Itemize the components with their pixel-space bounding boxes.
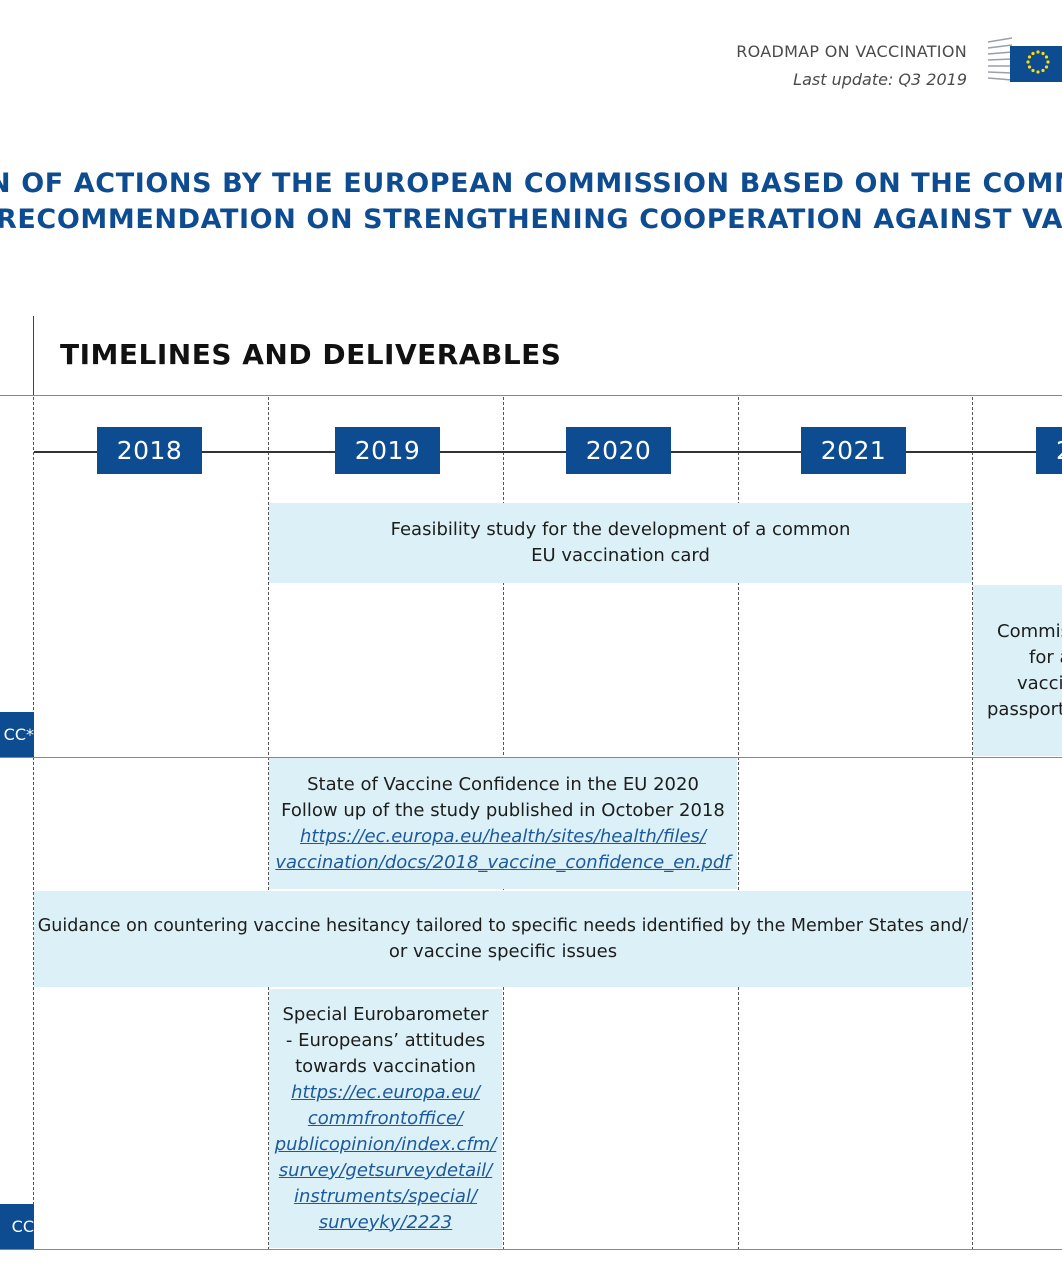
year-label-2019: 2019 bbox=[335, 427, 440, 474]
deliverable-text: towards vaccination bbox=[295, 1055, 476, 1077]
section-title: TIMELINES AND DELIVERABLES bbox=[60, 338, 562, 371]
row-divider bbox=[0, 757, 1062, 758]
deliverable-text: passport bbox=[987, 698, 1062, 720]
main-title: N OF ACTIONS BY THE EUROPEAN COMMISSION … bbox=[0, 166, 1062, 238]
eurobarometer-link[interactable]: surveyky/2223 bbox=[318, 1211, 453, 1233]
column-divider bbox=[268, 397, 269, 1250]
eurobarometer-link[interactable]: commfrontoffice/ bbox=[307, 1107, 464, 1129]
timeline-axis bbox=[34, 451, 1062, 453]
year-label-2018: 2018 bbox=[97, 427, 202, 474]
year-label-2021: 2021 bbox=[801, 427, 906, 474]
deliverable-text: Feasibility study for the development of… bbox=[390, 519, 851, 540]
document-header-title: ROADMAP ON VACCINATION bbox=[736, 42, 967, 61]
deliverable-text: EU vaccination card bbox=[531, 545, 710, 566]
deliverable-text: or vaccine specific issues bbox=[388, 941, 618, 962]
column-divider bbox=[33, 397, 34, 1250]
column-divider bbox=[972, 397, 973, 1250]
year-label-2020: 2020 bbox=[566, 427, 671, 474]
section-divider bbox=[33, 316, 34, 396]
eurobarometer-link[interactable]: instruments/special/ bbox=[293, 1185, 478, 1207]
deliverable-text: Guidance on countering vaccine hesitancy… bbox=[37, 916, 969, 936]
deliverable-text: vacci bbox=[1017, 672, 1062, 694]
deliverable-feasibility-study: Feasibility study for the development of… bbox=[269, 503, 972, 583]
column-divider bbox=[738, 397, 739, 1250]
deliverable-text: Follow up of the study published in Octo… bbox=[281, 799, 725, 821]
deliverable-guidance-hesitancy: Guidance on countering vaccine hesitancy… bbox=[34, 891, 972, 987]
section-top-rule bbox=[0, 395, 1062, 396]
deliverable-special-eurobarometer: Special Eurobarometer - Europeans’ attit… bbox=[269, 989, 502, 1248]
deliverable-text: State of Vaccine Confidence in the EU 20… bbox=[307, 773, 699, 795]
last-update-label: Last update: Q3 2019 bbox=[793, 70, 967, 89]
year-label-2022: 2 bbox=[1036, 427, 1062, 474]
eurobarometer-link[interactable]: publicopinion/index.cfm/ bbox=[274, 1133, 497, 1155]
vaccine-confidence-link[interactable]: https://ec.europa.eu/health/sites/health… bbox=[299, 825, 707, 847]
deliverable-text: for a bbox=[1029, 646, 1062, 668]
side-tag: CC bbox=[0, 1204, 34, 1250]
deliverable-text: - Europeans’ attitudes bbox=[285, 1029, 486, 1051]
deliverable-text: Commis bbox=[997, 620, 1062, 642]
main-title-line-2: RECOMMENDATION ON STRENGTHENING COOPERAT… bbox=[0, 204, 1062, 235]
eurobarometer-link[interactable]: https://ec.europa.eu/ bbox=[291, 1081, 480, 1103]
row-divider bbox=[0, 1249, 1062, 1250]
side-tag: CC* bbox=[0, 712, 34, 758]
vaccine-confidence-link[interactable]: vaccination/docs/2018_vaccine_confidence… bbox=[275, 851, 731, 873]
european-commission-logo-icon bbox=[986, 28, 1062, 88]
deliverable-commission-passport: Commis for a vacci passport bbox=[973, 585, 1062, 756]
eurobarometer-link[interactable]: survey/getsurveydetail/ bbox=[278, 1159, 493, 1181]
deliverable-vaccine-confidence: State of Vaccine Confidence in the EU 20… bbox=[269, 758, 737, 889]
deliverable-text: Special Eurobarometer bbox=[282, 1003, 489, 1025]
main-title-line-1: N OF ACTIONS BY THE EUROPEAN COMMISSION … bbox=[0, 168, 1062, 199]
